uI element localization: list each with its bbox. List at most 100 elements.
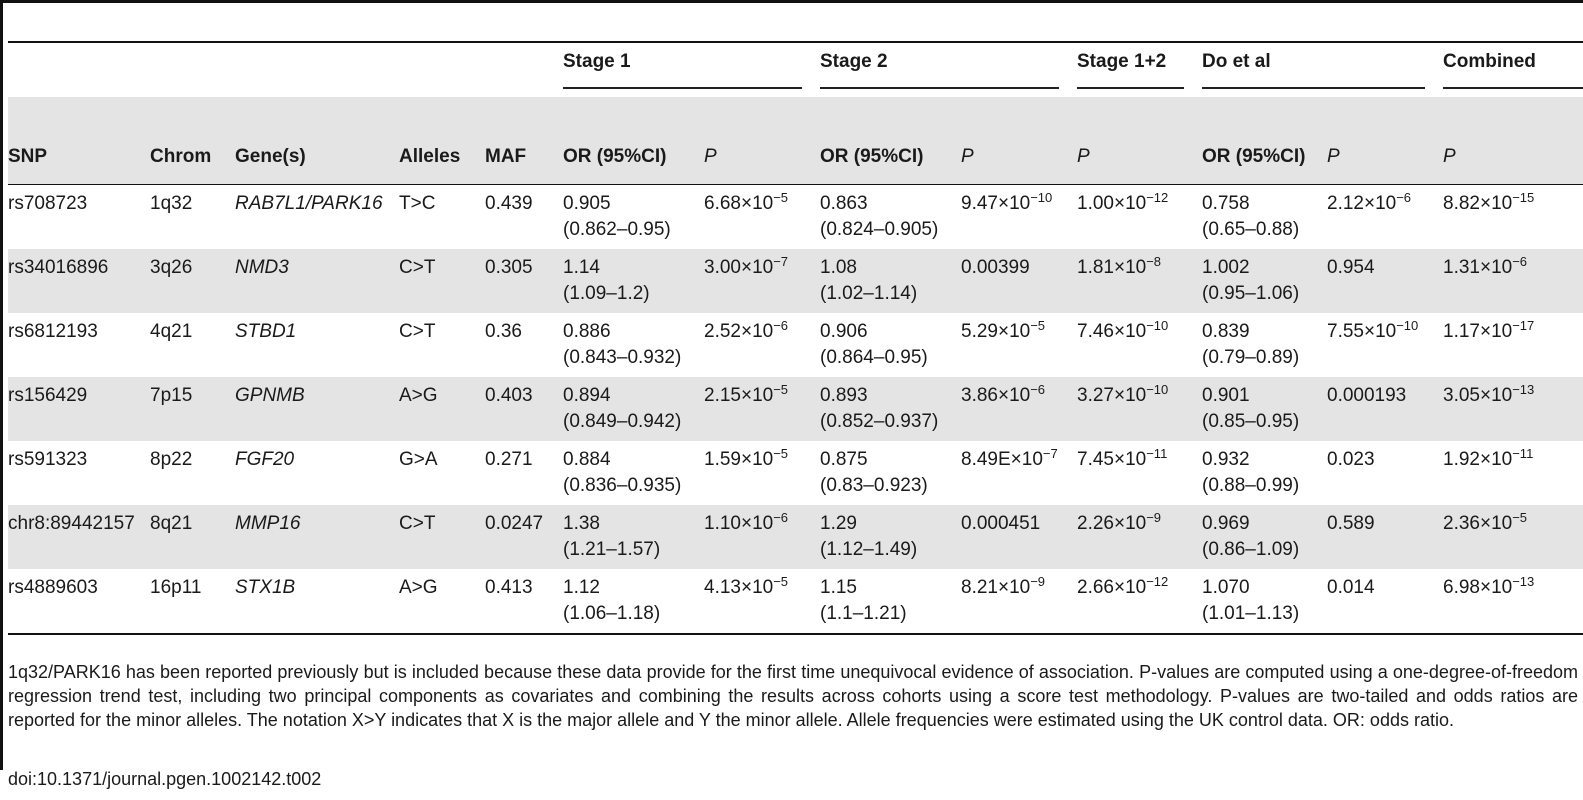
cell-p-stage1: 3.00×10−7 — [704, 249, 820, 313]
cell-or-doetal: 0.758 (0.65–0.88) — [1202, 184, 1327, 249]
cell-p-combined-base: 1.92×10 — [1443, 449, 1513, 470]
cell-p-stage12-base: 2.26×10 — [1077, 513, 1147, 534]
cell-p-doetal-base: 0.954 — [1327, 257, 1375, 278]
cell-p-stage1: 1.10×10−6 — [704, 505, 820, 569]
cell-p-combined-base: 3.05×10 — [1443, 385, 1513, 406]
cell-gene: GPNMB — [235, 377, 399, 441]
cell-or-stage1-value: 0.884 — [563, 449, 611, 470]
cell-alleles: C>T — [399, 505, 485, 569]
table-row: rs34016896 3q26 NMD3 C>T 0.305 1.14 (1.09–1.2)… — [8, 249, 1583, 313]
cell-p-combined-exponent: −13 — [1512, 382, 1535, 397]
col-p-stage12: P — [1077, 97, 1202, 185]
group-combined: Combined — [1443, 41, 1583, 97]
cell-gene: STX1B — [235, 569, 399, 635]
cell-gene: FGF20 — [235, 449, 295, 470]
cell-p-stage2-base: 3.86×10 — [961, 385, 1031, 406]
cell-chrom: 7p15 — [150, 377, 235, 441]
cell-or-stage2-ci: (0.824–0.905) — [820, 219, 939, 240]
results-table: Stage 1 Stage 2 Stage 1+2 Do et al Combi… — [8, 41, 1583, 635]
cell-p-stage12: 7.45×10−11 — [1077, 441, 1202, 505]
cell-snp: rs708723 — [8, 184, 150, 249]
group-header-row: Stage 1 Stage 2 Stage 1+2 Do et al Combi… — [8, 41, 1583, 97]
doi-label: doi:10.1371/journal.pgen.1002142.t002 — [8, 769, 322, 789]
cell-p-stage2-exponent: −7 — [1042, 446, 1058, 461]
cell-p-stage1-exponent: −5 — [773, 382, 789, 397]
table-row: chr8:89442157 8q21 MMP16 C>T 0.0247 1.38 (1.21… — [8, 505, 1583, 569]
cell-p-stage12: 7.46×10−10 — [1077, 313, 1202, 377]
cell-or-doetal-ci: (0.65–0.88) — [1202, 219, 1300, 240]
cell-or-stage2: 1.15 (1.1–1.21) — [820, 569, 961, 635]
cell-p-combined: 1.31×10−6 — [1443, 249, 1583, 313]
cell-p-stage2-base: 0.000451 — [961, 513, 1041, 534]
cell-snp: chr8:89442157 — [8, 505, 150, 569]
cell-p-stage12-exponent: −9 — [1146, 510, 1162, 525]
cell-or-doetal: 0.969 (0.86–1.09) — [1202, 505, 1327, 569]
cell-or-stage2-value: 0.875 — [820, 449, 868, 470]
cell-p-doetal-base: 0.000193 — [1327, 385, 1407, 406]
cell-or-stage2: 0.875 (0.83–0.923) — [820, 441, 961, 505]
cell-maf: 0.439 — [485, 184, 563, 249]
cell-p-stage1-base: 3.00×10 — [704, 257, 774, 278]
cell-or-stage1-ci: (1.06–1.18) — [563, 603, 661, 624]
table-footnote: 1q32/PARK16 has been reported previously… — [8, 662, 1578, 730]
cell-p-stage1-base: 1.10×10 — [704, 513, 774, 534]
cell-p-stage1-base: 4.13×10 — [704, 577, 774, 598]
cell-p-stage2-exponent: −9 — [1030, 574, 1046, 589]
col-p-stage2: P — [961, 97, 1077, 185]
cell-maf: 0.413 — [485, 569, 563, 635]
cell-p-stage1-exponent: −5 — [773, 190, 789, 205]
cell-maf: 0.36 — [485, 321, 522, 342]
cell-snp: rs6812193 — [8, 321, 98, 342]
cell-p-stage12-exponent: −10 — [1146, 318, 1169, 333]
cell-p-stage12-exponent: −12 — [1146, 190, 1169, 205]
cell-p-stage12: 1.81×10−8 — [1077, 249, 1202, 313]
cell-or-doetal-value: 1.002 — [1202, 257, 1250, 278]
column-header-row: SNP Chrom Gene(s) Alleles MAF OR (95%CI)… — [8, 97, 1583, 185]
cell-p-stage2: 8.21×10−9 — [961, 569, 1077, 635]
table-row: rs4889603 16p11 STX1B A>G 0.413 1.12 (1.06–1.1… — [8, 569, 1583, 635]
cell-p-stage1: 2.15×10−5 — [704, 377, 820, 441]
cell-p-combined-exponent: −15 — [1512, 190, 1535, 205]
cell-gene: RAB7L1/PARK16 — [235, 184, 399, 249]
cell-p-doetal: 7.55×10−10 — [1327, 313, 1443, 377]
cell-or-stage2-value: 1.15 — [820, 577, 857, 598]
cell-chrom: 4q21 — [150, 321, 193, 342]
cell-or-stage2-value: 1.29 — [820, 513, 857, 534]
cell-or-stage1: 1.14 (1.09–1.2) — [563, 249, 704, 313]
group-stage2: Stage 2 — [820, 41, 1077, 97]
cell-gene: MMP16 — [235, 505, 399, 569]
cell-p-stage12-base: 1.00×10 — [1077, 193, 1147, 214]
cell-or-stage1-value: 1.14 — [563, 257, 600, 278]
cell-p-stage1-base: 1.59×10 — [704, 449, 774, 470]
cell-p-stage1: 6.68×10−5 — [704, 184, 820, 249]
table-body: rs708723 1q32 RAB7L1/PARK16 T>C 0.439 0.905 (0… — [8, 184, 1583, 635]
group-stage12: Stage 1+2 — [1077, 41, 1202, 97]
cell-or-doetal-ci: (1.01–1.13) — [1202, 603, 1300, 624]
cell-or-stage2-value: 0.906 — [820, 321, 868, 342]
left-rule — [0, 0, 3, 770]
cell-maf: 0.403 — [485, 377, 563, 441]
cell-or-stage2: 0.906 (0.864–0.95) — [820, 313, 961, 377]
cell-or-stage2-value: 0.863 — [820, 193, 868, 214]
cell-p-stage2-base: 8.49E×10 — [961, 449, 1043, 470]
cell-snp: rs591323 — [8, 449, 88, 470]
cell-or-stage2-value: 1.08 — [820, 257, 857, 278]
cell-or-stage1: 1.38 (1.21–1.57) — [563, 505, 704, 569]
cell-p-combined: 1.17×10−17 — [1443, 313, 1583, 377]
cell-p-stage1-exponent: −7 — [773, 254, 789, 269]
cell-p-combined: 8.82×10−15 — [1443, 184, 1583, 249]
cell-chrom: 3q26 — [150, 249, 235, 313]
cell-or-stage2-ci: (0.864–0.95) — [820, 347, 928, 368]
cell-p-stage12: 2.26×10−9 — [1077, 505, 1202, 569]
col-or-stage2: OR (95%CI) — [820, 97, 961, 185]
cell-p-stage2: 5.29×10−5 — [961, 313, 1077, 377]
col-chrom: Chrom — [150, 97, 235, 185]
cell-p-doetal: 0.000193 — [1327, 377, 1443, 441]
cell-or-doetal-ci: (0.85–0.95) — [1202, 411, 1300, 432]
cell-p-doetal: 0.014 — [1327, 569, 1443, 635]
cell-p-stage1-exponent: −5 — [773, 446, 789, 461]
table-row: rs6812193 4q21 STBD1 C>T 0.36 0.886 (0.843–0.9… — [8, 313, 1583, 377]
cell-p-stage1-exponent: −5 — [773, 574, 789, 589]
cell-p-stage1-base: 2.15×10 — [704, 385, 774, 406]
cell-or-doetal-value: 0.839 — [1202, 321, 1250, 342]
